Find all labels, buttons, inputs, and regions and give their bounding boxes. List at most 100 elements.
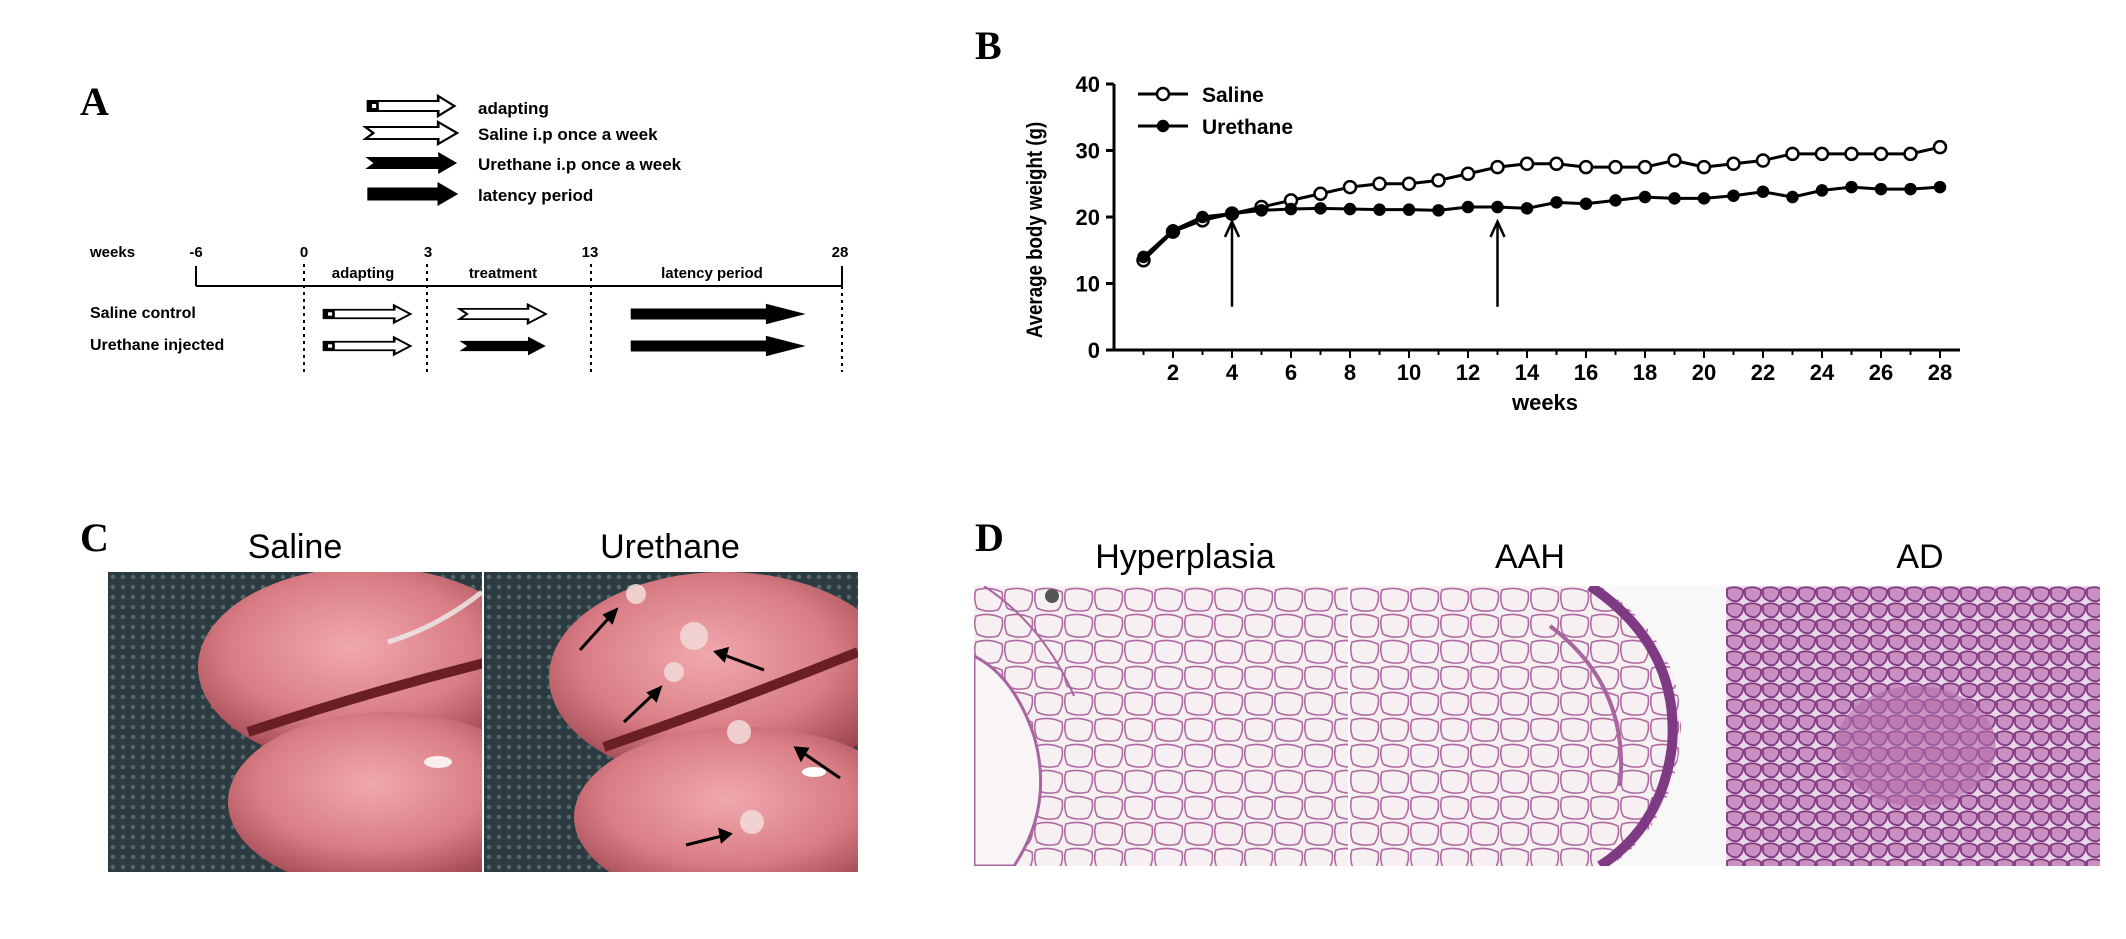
x-tick-label: 20 <box>1692 360 1716 385</box>
data-point-saline <box>1873 146 1889 162</box>
phase-label-adapting: adapting <box>332 265 395 282</box>
adapting-arrow-icon <box>366 94 456 118</box>
phase-label-treatment: treatment <box>469 265 537 282</box>
data-point-saline <box>1932 139 1948 155</box>
histology-title-ad: AD <box>1896 538 1944 576</box>
panel-b-letter: B <box>975 23 1002 68</box>
data-point-urethane <box>1579 197 1593 210</box>
data-point-urethane <box>1668 192 1681 205</box>
data-point-urethane <box>1904 182 1917 196</box>
urethane-lung-photo <box>484 572 858 872</box>
data-point-urethane <box>1314 202 1327 215</box>
data-point-urethane <box>1461 200 1475 214</box>
histology-title-aah: AAH <box>1495 538 1565 576</box>
x-tick-label: 18 <box>1633 360 1657 385</box>
data-point-urethane <box>1609 194 1622 207</box>
x-tick-label: 28 <box>1928 360 1952 385</box>
legend-label-saline: Saline i.p once a week <box>478 125 658 144</box>
legend-label-latency: latency period <box>478 186 593 205</box>
panel-c-letter: C <box>80 515 109 560</box>
data-point-saline <box>1696 159 1712 175</box>
urethane-treatment-arrow-icon <box>459 336 546 356</box>
data-point-urethane <box>1255 204 1268 217</box>
legend-label-adapting: adapting <box>478 99 549 118</box>
data-point-saline <box>1785 146 1800 162</box>
y-tick-label: 40 <box>1076 72 1100 97</box>
data-point-saline <box>1637 159 1653 175</box>
legend-label-saline: Saline <box>1202 84 1264 107</box>
data-point-saline <box>1490 159 1505 175</box>
x-tick-label: 4 <box>1226 360 1239 385</box>
data-point-saline <box>1667 153 1682 168</box>
histology-ad-image <box>1726 586 2100 866</box>
photo-title-saline: Saline <box>247 528 343 566</box>
y-tick-label: 0 <box>1088 338 1100 363</box>
panel-a-schematic: adapting Saline i.p once a week Urethane… <box>89 94 849 372</box>
series-line-saline <box>1142 145 1941 262</box>
chart-lines <box>1142 145 1941 262</box>
series-line-urethane <box>1142 185 1941 259</box>
data-point-saline <box>1519 156 1535 172</box>
chart-points <box>1136 139 1948 268</box>
data-point-urethane <box>1550 196 1563 209</box>
chart-legend: Saline Urethane <box>1138 84 1293 139</box>
phase-label-latency: latency period <box>661 265 763 282</box>
urethane-adapting-arrow-icon <box>322 336 412 356</box>
urethane-latency-arrow-icon <box>630 335 805 357</box>
group-label-saline: Saline control <box>90 305 196 322</box>
data-point-urethane <box>1845 180 1858 194</box>
data-point-urethane <box>1933 180 1947 194</box>
y-tick-label: 30 <box>1076 139 1100 164</box>
histology-hyperplasia-image <box>974 586 1348 866</box>
data-point-saline <box>1578 159 1594 175</box>
saline-arrow-icon <box>362 119 460 147</box>
data-point-saline <box>1401 176 1417 191</box>
chart-y-axis-label: Average body weight (g) <box>1024 122 1048 338</box>
panel-a-letter: A <box>80 79 109 124</box>
x-tick-label: 24 <box>1810 360 1835 385</box>
data-point-urethane <box>1284 202 1298 216</box>
lesion-arrow-icons <box>578 607 841 847</box>
data-point-saline <box>1814 146 1830 162</box>
x-tick-label: 22 <box>1751 360 1775 385</box>
x-tick-label: 16 <box>1574 360 1598 385</box>
saline-adapting-arrow-icon <box>322 304 412 324</box>
data-point-urethane <box>1874 182 1888 196</box>
data-point-urethane <box>1815 184 1829 197</box>
data-point-saline <box>1372 176 1387 191</box>
arrowhead-icon <box>1489 218 1506 238</box>
histology-aah-image <box>1350 586 1724 866</box>
y-tick-label: 10 <box>1076 272 1100 297</box>
timeline-weeks-label: weeks <box>89 244 135 261</box>
tick-label-0: 0 <box>300 244 308 261</box>
saline-latency-arrow-icon <box>630 303 805 325</box>
data-point-urethane <box>1432 204 1445 217</box>
legend-marker-urethane <box>1156 119 1170 133</box>
saline-lung-photo <box>108 572 482 872</box>
x-tick-label: 8 <box>1344 360 1356 385</box>
urethane-arrow-icon <box>365 152 458 174</box>
data-point-urethane <box>1166 224 1180 237</box>
data-point-saline <box>1755 153 1771 168</box>
data-point-saline <box>1431 173 1446 188</box>
latency-arrow-icon <box>367 182 458 206</box>
timeline-dividers <box>303 264 843 372</box>
photo-title-urethane: Urethane <box>600 528 740 566</box>
x-tick-label: 26 <box>1869 360 1893 385</box>
data-point-saline <box>1726 156 1741 172</box>
data-point-saline <box>1844 146 1859 162</box>
data-point-saline <box>1608 159 1623 175</box>
x-tick-label: 12 <box>1456 360 1480 385</box>
x-tick-label: 10 <box>1397 360 1421 385</box>
histology-title-hyperplasia: Hyperplasia <box>1095 538 1275 576</box>
x-tick-label: 2 <box>1167 360 1179 385</box>
tick-label-28: 28 <box>832 244 849 261</box>
data-point-urethane <box>1343 202 1357 216</box>
data-point-urethane <box>1196 210 1209 224</box>
data-point-urethane <box>1137 250 1150 264</box>
legend-marker-saline <box>1155 86 1171 102</box>
data-point-urethane <box>1225 207 1239 220</box>
saline-treatment-arrow-icon <box>456 302 548 326</box>
data-point-saline <box>1903 146 1918 162</box>
